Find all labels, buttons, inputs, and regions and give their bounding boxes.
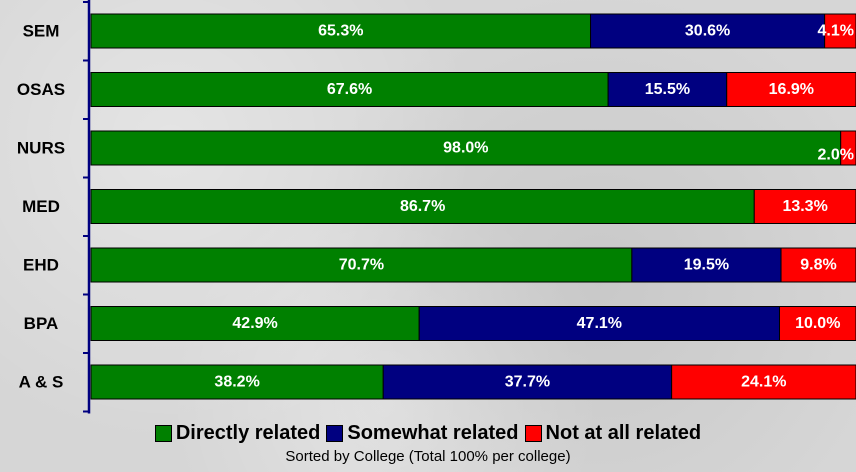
bar-ehd-directly-related [90,247,633,283]
bar-nurs-not-at-all-related [840,130,856,166]
data-label-ehd-directly-related: 70.7% [339,257,384,274]
data-label-osas-directly-related: 67.6% [327,81,372,98]
bar-bpa-directly-related [90,306,420,341]
stacked-bar-chart: 65.3% 30.6% 4.1% 67.6% 15.5% 16.9% 98.0% 2.0% 86… [17,0,856,414]
legend-label-not-at-all-related: Not at all related [545,421,702,444]
category-axis [83,0,91,414]
data-label-med-not-at-all-related: 13.3% [782,198,827,215]
bar-osas-not-at-all-related [726,72,856,107]
category-label-ehd: EHD [23,256,59,275]
data-label-osas-not-at-all-related: 16.9% [769,81,814,98]
legend-item-not-at-all-related: Not at all related [524,421,702,445]
bar-bpa-somewhat-related [418,306,780,341]
bar-sem-somewhat-related [590,13,826,49]
legend-item-directly-related: Directly related [154,421,321,445]
data-label-ehd-not-at-all-related: 9.8% [800,257,836,274]
legend-label-somewhat-related: Somewhat related [347,421,519,444]
bar-sem-directly-related [90,13,592,49]
data-label-bpa-somewhat-related: 47.1% [577,315,622,332]
data-label-ehd-somewhat-related: 19.5% [684,257,729,274]
data-label-osas-somewhat-related: 15.5% [645,81,690,98]
legend-swatch-directly-related [154,424,172,442]
data-label-sem-somewhat-related: 30.6% [685,23,730,40]
bar-a-s-directly-related [90,364,384,400]
category-label-bpa: BPA [24,314,59,333]
legend: Directly related Somewhat related Not at… [0,420,856,446]
data-label-a-s-somewhat-related: 37.7% [505,374,550,391]
bar-bpa-not-at-all-related [779,306,856,341]
bar-ehd-not-at-all-related [780,247,856,283]
category-label-med: MED [22,197,60,216]
data-label-bpa-not-at-all-related: 10.0% [795,315,840,332]
chart-caption: Sorted by College (Total 100% per colleg… [285,448,571,465]
bar-med-not-at-all-related [753,189,856,224]
category-labels: SEM OSAS NURS MED EHD BPA A & S [17,22,65,392]
category-label-osas: OSAS [17,80,65,99]
bar-a-s-not-at-all-related [671,364,856,400]
bars-group: 65.3% 30.6% 4.1% 67.6% 15.5% 16.9% 98.0% 2.0% 86… [90,13,856,400]
bar-a-s-somewhat-related [382,364,673,400]
legend-label-directly-related: Directly related [175,421,321,444]
data-label-nurs-directly-related: 98.0% [443,140,488,157]
data-label-med-directly-related: 86.7% [400,198,445,215]
data-label-a-s-not-at-all-related: 24.1% [741,374,786,391]
category-label-sem: SEM [23,22,60,41]
legend-swatch-not-at-all-related [524,424,542,442]
data-label-bpa-directly-related: 42.9% [232,315,277,332]
data-label-sem-directly-related: 65.3% [318,23,363,40]
data-label-a-s-directly-related: 38.2% [214,374,259,391]
bar-osas-directly-related [90,72,609,107]
category-label-nurs: NURS [17,139,65,158]
legend-swatch-somewhat-related [326,424,344,442]
bar-sem-not-at-all-related [824,13,856,49]
bar-med-directly-related [90,189,755,224]
legend-item-somewhat-related: Somewhat related [326,421,519,445]
data-label-nurs-not-at-all-related: 2.0% [818,147,854,164]
data-label-sem-not-at-all-related: 4.1% [818,23,854,40]
bar-osas-somewhat-related [607,72,728,107]
category-label-a-s: A & S [19,373,64,392]
bar-ehd-somewhat-related [631,247,782,283]
